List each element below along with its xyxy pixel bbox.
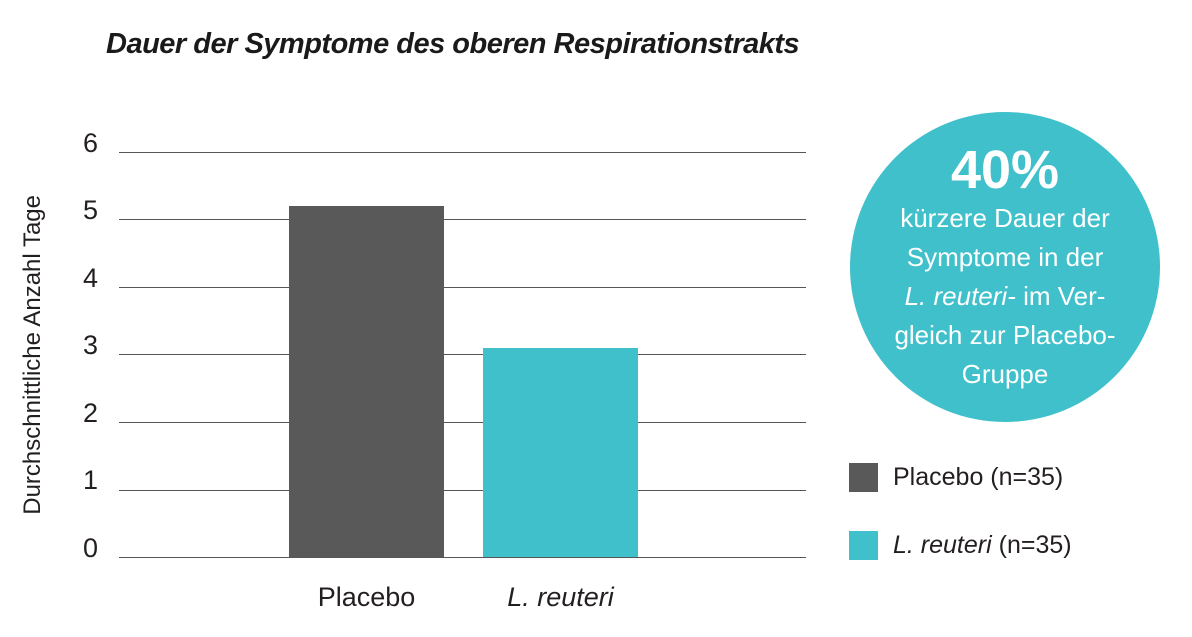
- chart-title: Dauer der Symptome des oberen Respiratio…: [106, 28, 800, 60]
- callout-text-line-2: Symptome in der: [906, 241, 1104, 272]
- legend-item-placebo: Placebo (n=35): [849, 463, 1063, 492]
- y-tick-0: 0: [82, 533, 98, 563]
- gridline-2: [119, 422, 806, 423]
- gridline-3: [119, 354, 806, 355]
- y-tick-4: 4: [82, 263, 98, 293]
- y-axis-title: Durchschnittliche Anzahl Tage: [16, 152, 50, 557]
- gridline-4: [119, 287, 806, 288]
- y-axis-title-text: Durchschnittliche Anzahl Tage: [19, 194, 46, 515]
- y-tick-6: 6: [82, 128, 98, 158]
- bar-reuteri: [483, 348, 638, 557]
- callout-circle: 40% kürzere Dauer der Symptome in der L.…: [850, 112, 1160, 422]
- y-axis-ticks: 6 5 4 3 2 1 0: [52, 130, 108, 562]
- legend-swatch-reuteri: [849, 531, 878, 560]
- callout-text-line-1: kürzere Dauer der: [900, 202, 1110, 233]
- gridline-0: [119, 557, 806, 558]
- legend-swatch-placebo: [849, 463, 878, 492]
- plot-area: [119, 152, 806, 558]
- callout-text-line-4: gleich zur Placebo-: [894, 319, 1116, 350]
- legend-label-placebo: Placebo (n=35): [893, 463, 1064, 491]
- gridline-1: [119, 490, 806, 491]
- legend-item-reuteri: L. reuteri (n=35): [849, 531, 1072, 560]
- callout-percentage: 40%: [950, 139, 1060, 200]
- legend-label-reuteri-rest: (n=35): [991, 531, 1072, 559]
- y-tick-5: 5: [82, 195, 98, 225]
- y-tick-2: 2: [82, 398, 98, 428]
- callout-text-line-3: L. reuteri- im Ver-: [905, 277, 1106, 316]
- y-tick-3: 3: [82, 330, 98, 360]
- callout-line3-italic: L. reuteri-: [904, 280, 1016, 311]
- bar-placebo: [289, 206, 444, 557]
- gridline-5: [119, 219, 806, 220]
- gridline-6: [119, 152, 806, 153]
- callout-line3-rest: im Ver-: [1015, 280, 1106, 311]
- x-label-reuteri: L. reuteri: [507, 582, 614, 612]
- legend-label-reuteri-italic: L. reuteri: [893, 531, 992, 559]
- callout-text-line-5: Gruppe: [961, 358, 1049, 389]
- legend-label-reuteri: L. reuteri (n=35): [893, 531, 1072, 560]
- y-tick-1: 1: [82, 465, 98, 495]
- x-label-placebo: Placebo: [317, 582, 416, 612]
